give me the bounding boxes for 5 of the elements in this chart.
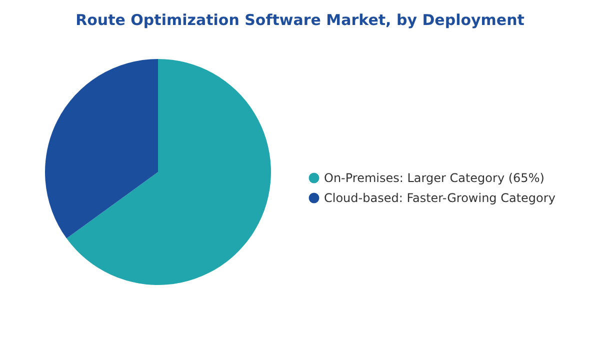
chart-title: Route Optimization Software Market, by Deployment <box>76 11 524 29</box>
pie-slice <box>45 59 158 238</box>
pie-slice <box>66 59 271 285</box>
legend-label: On-Premises: Larger Category (65%) <box>324 171 544 185</box>
legend-label: Cloud-based: Faster-Growing Category <box>324 191 556 205</box>
